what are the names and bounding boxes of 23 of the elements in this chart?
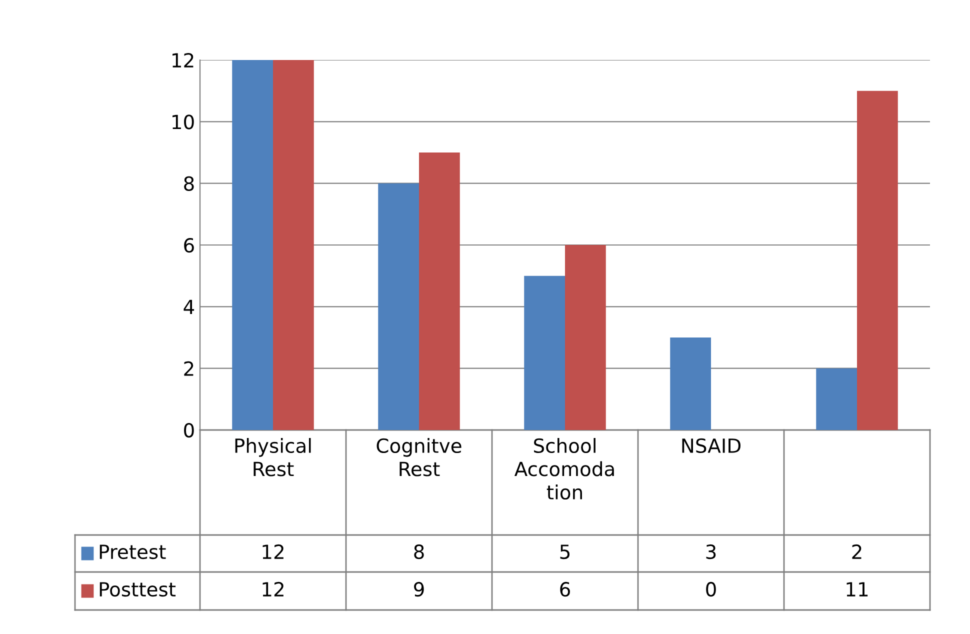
data-label: 8	[414, 544, 424, 560]
data-label: 5	[560, 544, 570, 560]
y-tick-label: 12	[172, 52, 194, 68]
data-label: 11	[846, 582, 868, 596]
legend-label: Pretest	[100, 544, 166, 560]
legend-label: Posttest	[100, 582, 176, 597]
data-label: 12	[262, 544, 284, 559]
x-tick-label: NSAID	[682, 438, 740, 454]
y-tick-label: 10	[172, 114, 194, 130]
y-tick-label: 0	[184, 422, 194, 438]
y-tick-label: 8	[184, 176, 194, 191]
x-tick-label: Physical Rest	[235, 438, 311, 476]
data-label: 12	[262, 582, 284, 596]
x-tick-label: Cognitve Rest	[376, 438, 462, 476]
x-tick-label: School Accomoda tion	[514, 438, 614, 500]
y-tick-label: 2	[184, 361, 194, 376]
data-label: 9	[414, 582, 424, 597]
data-label: 3	[706, 544, 716, 560]
y-tick-label: 6	[184, 238, 194, 253]
y-tick-label: 4	[184, 300, 194, 314]
data-label: 6	[560, 582, 570, 597]
data-label: 2	[852, 544, 862, 559]
data-label: 0	[706, 582, 716, 597]
